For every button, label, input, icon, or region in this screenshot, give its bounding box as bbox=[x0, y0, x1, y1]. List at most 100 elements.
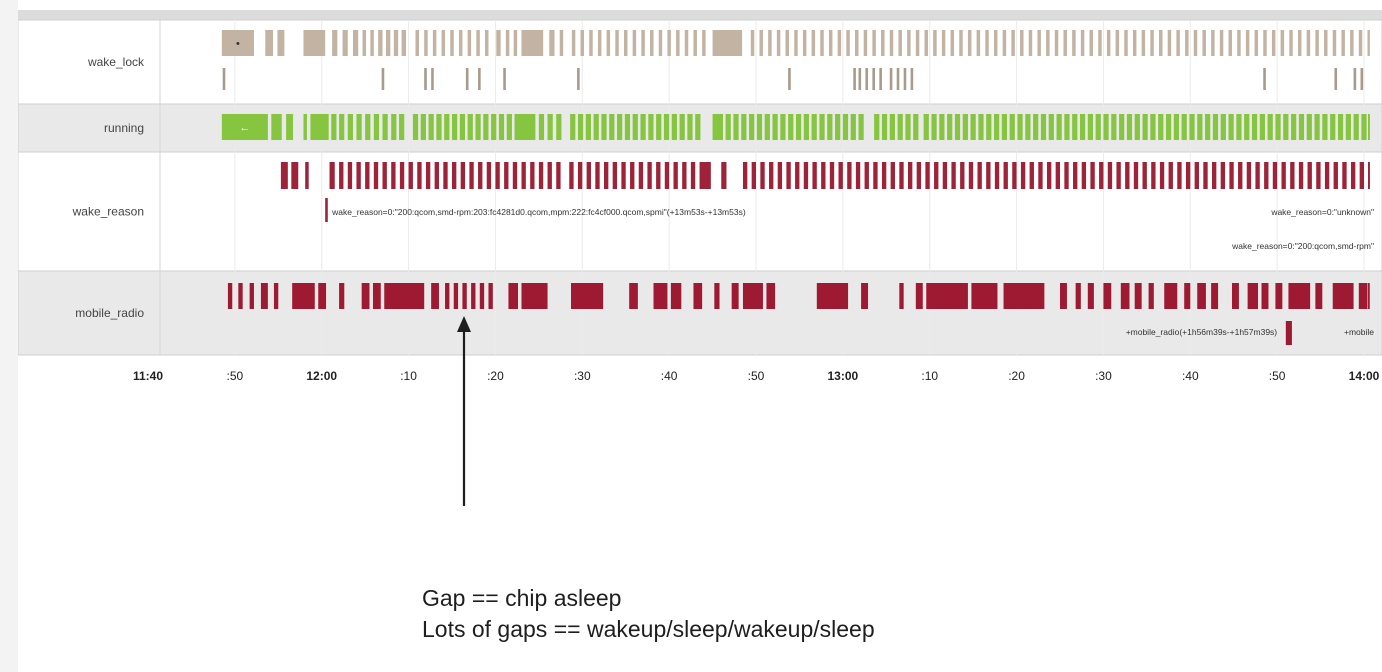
caption: Gap == chip asleep Lots of gaps == wakeu… bbox=[422, 583, 875, 645]
running-event bbox=[725, 114, 731, 140]
wake_reason-event bbox=[1194, 162, 1199, 189]
running-event bbox=[1259, 114, 1265, 140]
lane-label-wake_reason: wake_reason bbox=[72, 205, 144, 219]
running-event bbox=[491, 114, 497, 140]
wake_lock-event bbox=[1072, 30, 1076, 56]
wake_lock-event bbox=[393, 30, 399, 56]
x-tick-label: 11:40 bbox=[133, 369, 163, 383]
running-event bbox=[1212, 114, 1219, 140]
mobile_radio-event bbox=[372, 283, 381, 309]
running-event bbox=[656, 114, 662, 140]
wake_lock-event bbox=[623, 30, 628, 56]
running-event bbox=[1275, 114, 1281, 140]
wake_reason-event bbox=[408, 162, 413, 189]
running-event bbox=[1368, 114, 1370, 140]
wake_reason-event bbox=[1246, 162, 1252, 189]
wake_lock-event bbox=[924, 30, 928, 56]
wake_lock-sub-event bbox=[865, 68, 869, 90]
wake_reason-event bbox=[495, 162, 500, 189]
wake_reason-event bbox=[751, 162, 756, 189]
wake_lock-sub-event bbox=[910, 68, 914, 90]
wake_lock-event bbox=[401, 30, 406, 56]
wake_lock-event bbox=[976, 30, 981, 56]
running-event bbox=[467, 114, 473, 140]
wake_lock-event bbox=[863, 30, 868, 56]
wake_reason-event bbox=[864, 162, 869, 189]
wake_reason-event bbox=[329, 162, 335, 189]
wake_reason-event bbox=[803, 162, 809, 189]
wake_lock-event bbox=[362, 30, 367, 56]
wake_lock-event bbox=[794, 30, 798, 56]
running-event bbox=[514, 114, 536, 140]
x-tick-label: :10 bbox=[400, 369, 417, 383]
wake_lock-sub-event bbox=[381, 68, 385, 90]
wake_lock-event bbox=[580, 30, 585, 56]
wake_lock-event bbox=[1280, 30, 1285, 56]
wake_reason-event bbox=[478, 162, 483, 189]
wake_lock-sub-event bbox=[1353, 68, 1357, 90]
running-event bbox=[905, 114, 911, 140]
wake_reason-event bbox=[1046, 162, 1052, 189]
mobile_radio-event bbox=[260, 283, 268, 309]
wake_lock-event bbox=[559, 30, 564, 56]
mobile_radio-event bbox=[971, 283, 998, 309]
wake_lock-sub-event bbox=[465, 68, 469, 90]
mobile_radio-event bbox=[1211, 283, 1219, 309]
running-event bbox=[1197, 114, 1203, 140]
wake_lock-sub-event bbox=[478, 68, 481, 90]
mobile_radio-event bbox=[1197, 283, 1206, 309]
battery-timeline-chart: wake_lockrunningwake_reasonmobile_radio … bbox=[18, 10, 1382, 383]
wake_reason-event bbox=[1238, 162, 1243, 189]
running-event bbox=[795, 114, 802, 140]
wake_reason-event bbox=[760, 162, 765, 189]
mobile_radio-event bbox=[273, 283, 279, 309]
mobile_radio-event bbox=[445, 283, 450, 309]
wake_lock-event bbox=[684, 30, 689, 56]
running-event bbox=[347, 114, 353, 140]
running-event bbox=[970, 114, 976, 140]
x-tick-label: :50 bbox=[1269, 369, 1286, 383]
wake_reason-event bbox=[586, 162, 591, 189]
running-event bbox=[1033, 114, 1039, 140]
running-event bbox=[577, 114, 584, 140]
wake_lock-event bbox=[1297, 30, 1302, 56]
wake_reason-event bbox=[942, 162, 948, 189]
wake_reason-event bbox=[569, 162, 574, 189]
wake_reason-event bbox=[986, 162, 991, 189]
running-event bbox=[978, 114, 984, 140]
running-event bbox=[1001, 114, 1008, 140]
wake_lock-event bbox=[441, 30, 446, 56]
wake_reason-event bbox=[742, 162, 748, 189]
wake_reason-event bbox=[521, 162, 526, 189]
wake_lock-event bbox=[1124, 30, 1128, 56]
wake_reason-event bbox=[769, 162, 774, 189]
mobile_radio-event bbox=[816, 283, 849, 309]
wake_reason-event bbox=[673, 162, 678, 189]
mobile_radio-event bbox=[693, 283, 703, 309]
running-event bbox=[874, 114, 880, 140]
wake_reason-event bbox=[460, 162, 466, 189]
wake_reason-event bbox=[305, 162, 309, 189]
wake_lock-sub-event bbox=[503, 68, 506, 90]
running-event bbox=[897, 114, 903, 140]
wake_lock-event bbox=[1054, 30, 1059, 56]
wake_lock-event bbox=[650, 30, 654, 56]
mobile_radio-event bbox=[926, 283, 968, 309]
wake_reason-annotation: wake_reason=0:"unknown" bbox=[1270, 207, 1374, 217]
wake_lock-event bbox=[712, 30, 743, 56]
wake_lock-event bbox=[1315, 30, 1319, 56]
wake_reason-event bbox=[777, 162, 783, 189]
x-tick-label: :40 bbox=[1182, 369, 1199, 383]
wake_reason-event bbox=[1255, 162, 1260, 189]
mobile_radio-event bbox=[1275, 283, 1283, 309]
running-event bbox=[1251, 114, 1258, 140]
wake_reason-event bbox=[855, 162, 861, 189]
wake_reason-event bbox=[339, 162, 344, 189]
wake_reason-event bbox=[1142, 162, 1147, 189]
time-axis: 11:40:50 12:00:10:20:30:40:50 13:00:10:20:… bbox=[133, 369, 1380, 383]
x-tick-label: :50 bbox=[748, 369, 765, 383]
x-tick-label: 12:00 bbox=[306, 369, 337, 383]
wake_lock-event bbox=[1106, 30, 1111, 56]
wake_lock-sub-event bbox=[1334, 68, 1338, 90]
